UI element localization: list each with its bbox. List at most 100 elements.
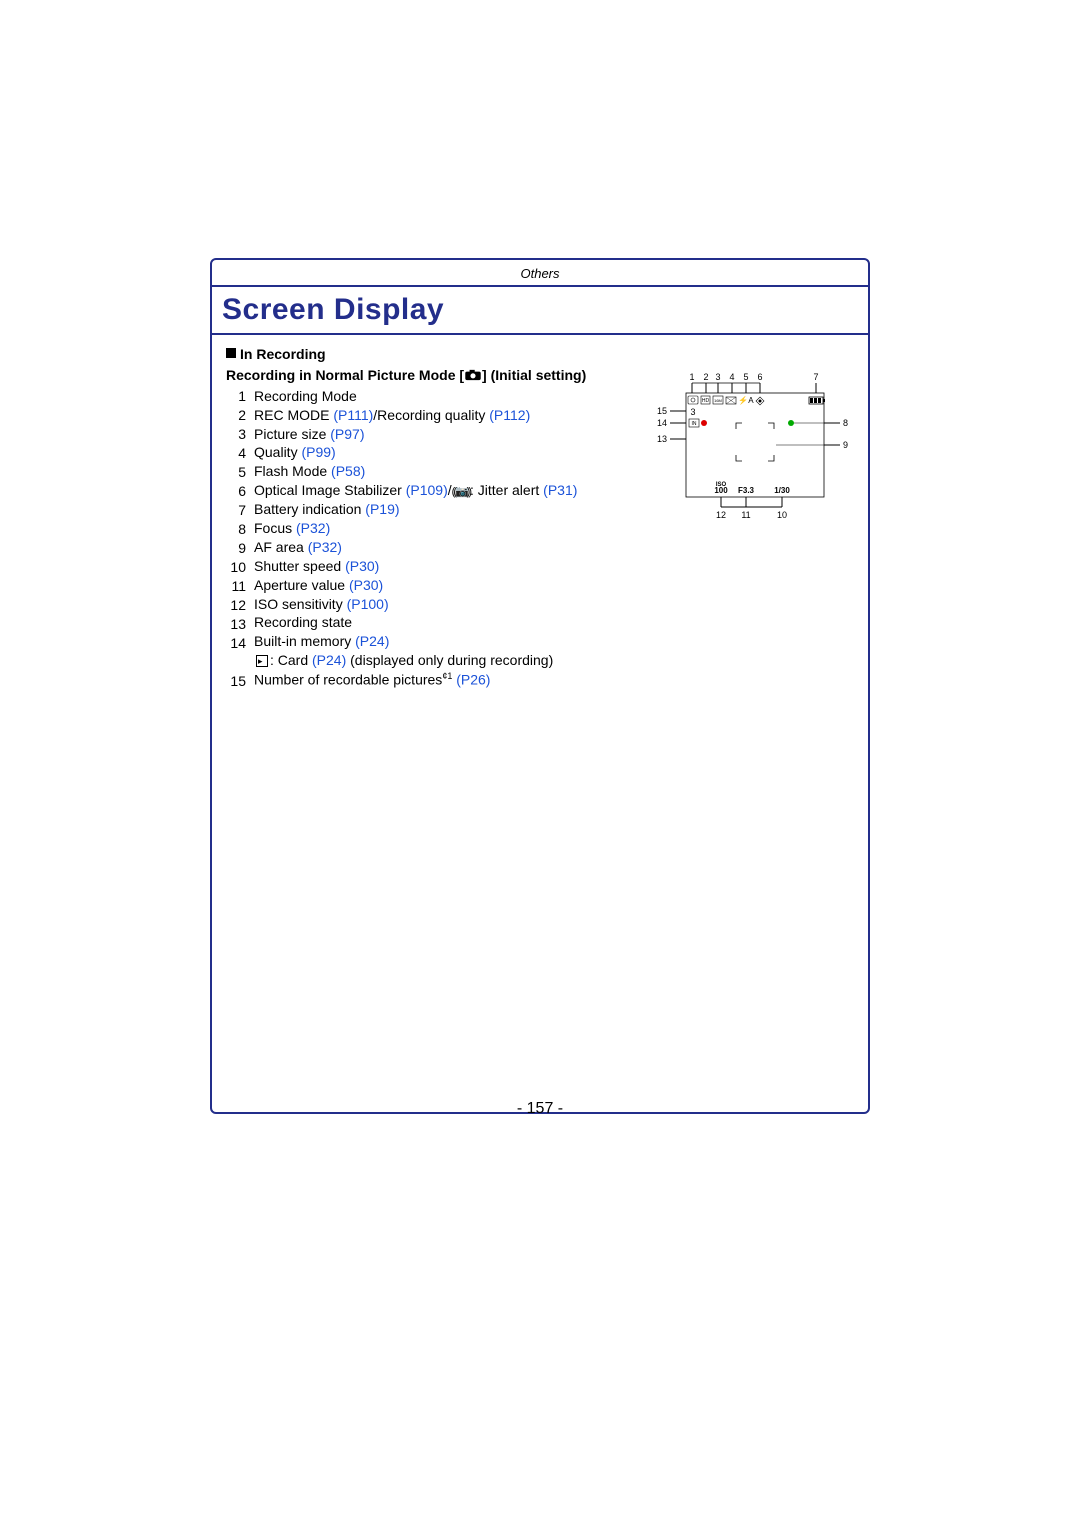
superscript: ¢1	[442, 671, 452, 681]
item-number: 5	[238, 463, 246, 482]
item-desc: Picture size (P97)	[254, 425, 666, 444]
item-desc: Recording state	[254, 613, 666, 632]
svg-text:⚡A: ⚡A	[738, 395, 754, 405]
card-icon	[256, 655, 268, 667]
page-ref-link[interactable]: (P26)	[456, 672, 490, 688]
item-desc: ISO sensitivity (P100)	[254, 595, 666, 614]
item-desc: Flash Mode (P58)	[254, 462, 666, 481]
item-desc: Quality (P99)	[254, 443, 666, 462]
aperture-value: F3.3	[738, 486, 755, 495]
svg-text:HD: HD	[702, 398, 710, 404]
label-15: 15	[657, 406, 667, 416]
page-ref-link[interactable]: (P30)	[345, 558, 379, 574]
item-number: 12	[230, 596, 246, 615]
item-list: 1234567891011121314 15 Recording ModeREC…	[226, 387, 666, 692]
text: AF area	[254, 539, 308, 555]
text: (displayed only during recording)	[346, 652, 553, 668]
item-desc: REC MODE (P111)/Recording quality (P112)	[254, 406, 666, 425]
text: ISO sensitivity	[254, 596, 347, 612]
text: Flash Mode	[254, 463, 331, 479]
item-number: 6	[238, 482, 246, 501]
page-number: - 157 -	[210, 1100, 870, 1118]
item-number: 1	[238, 387, 246, 406]
page-ref-link[interactable]: (P24)	[355, 633, 389, 649]
label-5: 5	[743, 372, 748, 382]
item-number: 7	[238, 501, 246, 520]
item-desc: Focus (P32)	[254, 519, 666, 538]
subheading-1-text: In Recording	[240, 346, 326, 362]
label-7: 7	[813, 372, 818, 382]
item-desc: Shutter speed (P30)	[254, 557, 666, 576]
page-ref-link[interactable]: (P24)	[312, 652, 346, 668]
text: Quality	[254, 444, 301, 460]
page-ref-link[interactable]: (P97)	[330, 426, 364, 442]
page-ref-link[interactable]: (P111)	[333, 407, 373, 423]
page-ref-link[interactable]: (P30)	[349, 577, 383, 593]
subheading-1: In Recording	[226, 345, 854, 364]
subheading-2a: Recording in Normal Picture Mode [	[226, 367, 464, 383]
svg-text:16M: 16M	[714, 398, 722, 403]
item-number: 11	[231, 577, 246, 596]
label-8: 8	[843, 418, 848, 428]
label-9: 9	[843, 440, 848, 450]
subheading-2b: ] (Initial setting)	[482, 367, 586, 383]
iso-value: 100	[714, 486, 728, 495]
page-ref-link[interactable]: (P19)	[365, 501, 399, 517]
text: /Recording quality	[373, 407, 489, 423]
item-desc: Battery indication (P19)	[254, 500, 666, 519]
text: Recording Mode	[254, 388, 357, 404]
screen-diagram: 1 2 3 4 5 6 7 HD 16M ⚡A 15 3 14 IN 13	[656, 369, 854, 529]
item-desc: Built-in memory (P24)	[254, 632, 666, 651]
label-6: 6	[757, 372, 762, 382]
item-number: 2	[238, 406, 246, 425]
item-number: 10	[230, 558, 246, 577]
text: Aperture value	[254, 577, 349, 593]
item-number: 13	[230, 615, 246, 634]
text: Picture size	[254, 426, 330, 442]
item-number: 14	[230, 634, 246, 653]
item-desc: Optical Image Stabilizer (P109)/((📷)): J…	[254, 481, 666, 500]
label-4: 4	[729, 372, 734, 382]
text: Focus	[254, 520, 296, 536]
text: Built-in memory	[254, 633, 355, 649]
label-14: 14	[657, 418, 667, 428]
item-number	[242, 653, 246, 672]
label-11: 11	[741, 510, 750, 520]
item-number: 8	[238, 520, 246, 539]
item-desc: AF area (P32)	[254, 538, 666, 557]
label-10: 10	[777, 510, 787, 520]
item-number: 15	[230, 672, 246, 692]
label-12: 12	[716, 510, 726, 520]
section-header: Others	[212, 260, 868, 285]
text: Battery indication	[254, 501, 365, 517]
label-13: 13	[657, 434, 667, 444]
count-value: 3	[690, 407, 695, 417]
page-ref-link[interactable]: (P32)	[296, 520, 330, 536]
label-3: 3	[715, 372, 720, 382]
page-ref-link[interactable]: (P31)	[543, 482, 577, 498]
page-ref-link[interactable]: (P100)	[347, 596, 389, 612]
text: Shutter speed	[254, 558, 345, 574]
page-ref-link[interactable]: (P58)	[331, 463, 365, 479]
text: : Card	[270, 652, 312, 668]
item-number: 4	[238, 444, 246, 463]
label-1: 1	[689, 372, 694, 382]
text: Optical Image Stabilizer	[254, 482, 406, 498]
text: Number of recordable pictures	[254, 672, 442, 688]
item-desc: Aperture value (P30)	[254, 576, 666, 595]
text: Recording state	[254, 614, 352, 630]
item-number: 9	[238, 539, 246, 558]
page-ref-link[interactable]: (P109)	[406, 482, 448, 498]
text: : Jitter alert	[470, 482, 543, 498]
item-desc: : Card (P24) (displayed only during reco…	[254, 651, 666, 670]
page-ref-link[interactable]: (P99)	[301, 444, 335, 460]
text: REC MODE	[254, 407, 333, 423]
item-desc: Number of recordable pictures¢1 (P26)	[254, 670, 666, 690]
item-desc: Recording Mode	[254, 387, 666, 406]
label-2: 2	[703, 372, 708, 382]
page-ref-link[interactable]: (P32)	[308, 539, 342, 555]
page-ref-link[interactable]: (P112)	[489, 407, 530, 423]
shutter-value: 1/30	[774, 486, 790, 495]
bullet-square-icon	[226, 348, 236, 358]
page-title: Screen Display	[222, 293, 858, 327]
